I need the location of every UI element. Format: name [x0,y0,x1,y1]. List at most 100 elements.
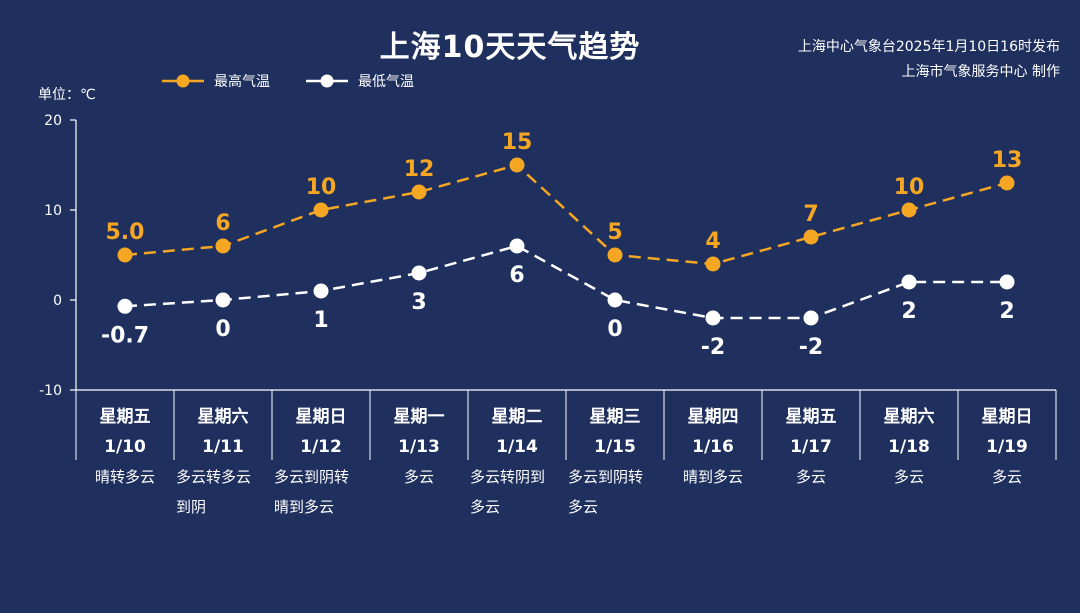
series-low-point [509,238,525,254]
x-tick-weekday-label: 星期五 [100,407,151,427]
weather-description-line: 晴到多云 [274,498,335,516]
series-high-point [509,157,525,173]
weather-description: 多云转阴到 多云 [470,462,568,522]
y-tick-label: 10 [44,203,62,219]
weather-description: 多云到阴转 多云 [568,462,666,522]
x-tick-date-label: 1/13 [398,437,440,457]
x-tick-weekday-label: 星期三 [590,407,641,427]
weather-description: 多云 [762,462,860,492]
series-high-data-label: 13 [992,148,1023,173]
weather-description-line: 多云 [991,468,1022,486]
series-high-point [607,247,623,263]
series-high-data-label: 5.0 [106,220,145,245]
series-low-point [117,298,133,314]
x-tick-date-label: 1/16 [692,437,734,457]
legend-item-high: 最高气温 [160,71,270,91]
series-high-data-label: 12 [404,157,435,182]
series-low-data-label: 2 [901,299,916,324]
legend-high-marker-icon [162,74,204,88]
y-axis-unit-label: 单位：℃ [38,87,96,103]
weather-description: 多云 [370,462,468,492]
x-tick-date-label: 1/19 [986,437,1028,457]
series-high-data-label: 7 [803,202,818,227]
series-low-point [607,292,623,308]
issuer-credit: 上海中心气象台2025年1月10日16时发布 [797,39,1060,55]
producer-credit: 上海市气象服务中心 制作 [901,64,1060,80]
x-tick-weekday-label: 星期一 [394,407,445,427]
series-high-point [117,247,133,263]
series-high-data-label: 4 [705,229,720,254]
legend-item-low: 最低气温 [304,71,414,91]
series-low-data-label: -2 [701,335,725,360]
series-low-data-label: -2 [799,335,823,360]
series-low-data-label: 3 [411,290,426,315]
x-tick-date-label: 1/18 [888,437,930,457]
series-low-point [901,274,917,290]
weather-description-line: 晴转多云 [94,468,155,486]
series-low-line [124,244,1007,320]
legend-low-marker-icon [306,74,348,88]
x-tick-date-label: 1/15 [594,437,636,457]
chart-title: 上海10天天气趋势 [379,30,641,65]
x-tick-date-label: 1/14 [496,437,538,457]
weather-description-line: 到阴 [176,498,207,516]
x-tick-date-label: 1/11 [202,437,244,457]
weather-description-line: 多云 [470,498,501,516]
series-low-point [411,265,427,281]
series-high-data-label: 15 [502,130,533,155]
weather-description-line: 多云转阴到 [470,468,546,486]
weather-description: 多云转多云 到阴 [176,462,274,522]
series-high-point [215,238,231,254]
weather-description-line: 多云 [403,468,434,486]
weather-description: 晴转多云 [76,462,174,492]
y-tick-label: 0 [53,293,62,309]
series-low-point [215,292,231,308]
series-low-data-label: 0 [607,317,622,342]
series-low-point [705,310,721,326]
series-high-data-label: 6 [215,211,230,236]
series-high-data-label: 10 [894,175,925,200]
series-high-point [803,229,819,245]
series-low-data-label: 2 [999,299,1014,324]
x-tick-date-label: 1/12 [300,437,342,457]
x-tick-weekday-label: 星期六 [198,406,249,427]
series-low-point [803,310,819,326]
series-low-data-label: 6 [509,263,524,288]
series-high-data-label: 10 [306,175,337,200]
x-tick-date-label: 1/10 [104,437,146,457]
x-tick-weekday-label: 星期日 [982,407,1033,427]
series-high-point [313,202,329,218]
series-low-data-label: 1 [313,308,328,333]
weather-description: 多云 [958,462,1056,492]
series-high-point [411,184,427,200]
weather-description-line: 多云到阴转 [274,468,350,486]
legend-high-label: 最高气温 [214,74,270,90]
weather-description-line: 多云 [795,468,826,486]
series-high-point [705,256,721,272]
weather-description-line: 多云转多云 [176,468,252,486]
series-low-data-label: -0.7 [101,323,149,348]
chart-legend: 最高气温 最低气温 [160,71,414,91]
series-low-data-label: 0 [215,317,230,342]
legend-low-label: 最低气温 [358,74,414,90]
x-tick-weekday-label: 星期四 [688,407,739,427]
series-high-point [999,175,1015,191]
series-low-point [999,274,1015,290]
y-tick-label: 20 [44,113,62,129]
series-low-point [313,283,329,299]
x-tick-date-label: 1/17 [790,437,832,457]
x-tick-weekday-label: 星期日 [296,407,347,427]
series-high-point [901,202,917,218]
weather-description: 多云 [860,462,958,492]
series-high-data-label: 5 [607,220,622,245]
weather-description: 多云到阴转 晴到多云 [274,462,372,522]
weather-description-line: 晴到多云 [682,468,743,486]
weather-description-line: 多云 [893,468,924,486]
x-tick-weekday-label: 星期六 [884,406,935,427]
weather-description: 晴到多云 [664,462,762,492]
y-tick-label: -10 [39,383,62,399]
x-tick-weekday-label: 星期五 [786,407,837,427]
weather-description-line: 多云 [568,498,599,516]
weather-description-line: 多云到阴转 [568,468,644,486]
